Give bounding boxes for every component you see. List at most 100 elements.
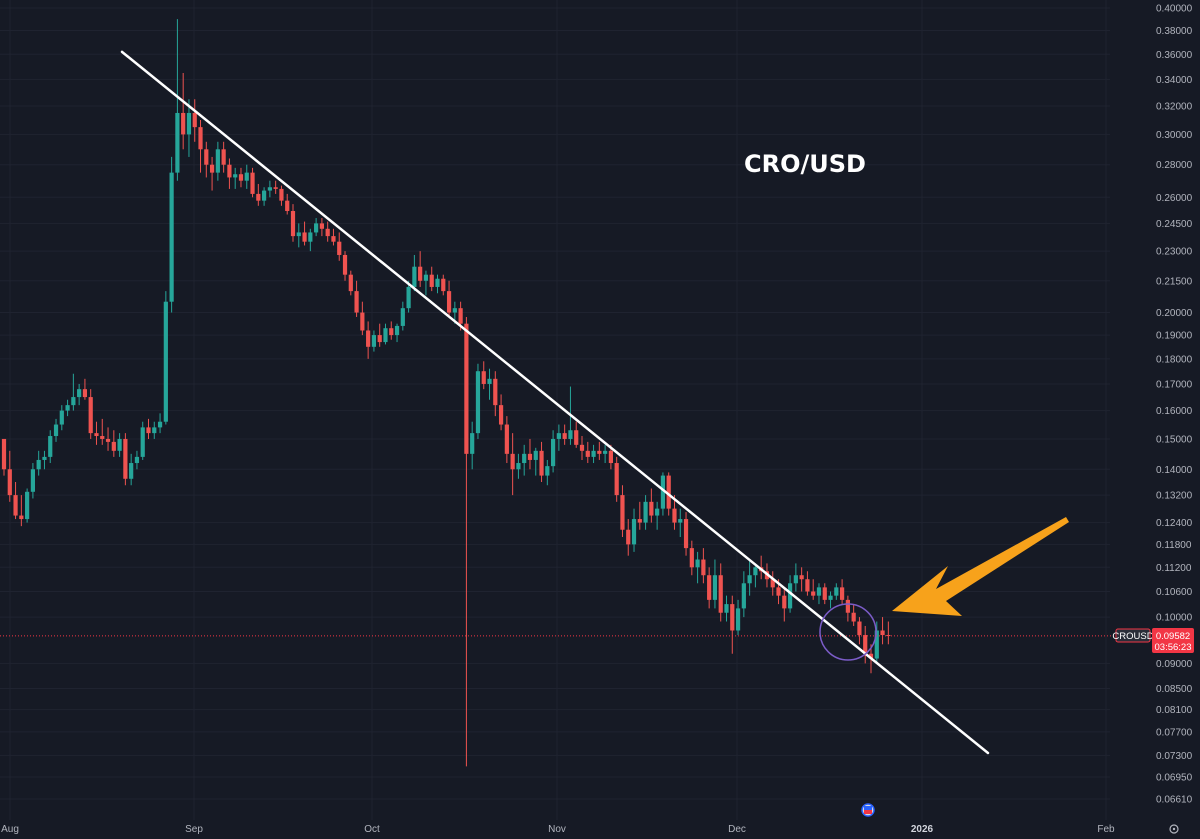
event-flag-icon[interactable] xyxy=(861,803,875,817)
candle[interactable] xyxy=(863,625,868,664)
candle[interactable] xyxy=(556,424,561,451)
candle[interactable] xyxy=(238,167,244,188)
candle[interactable] xyxy=(290,204,296,242)
candle[interactable] xyxy=(649,488,654,523)
candle[interactable] xyxy=(100,418,105,445)
candle[interactable] xyxy=(140,421,145,460)
candle[interactable] xyxy=(683,512,689,556)
candle[interactable] xyxy=(435,274,440,294)
candle[interactable] xyxy=(874,621,879,664)
candle[interactable] xyxy=(360,301,365,336)
candle[interactable] xyxy=(816,583,822,605)
candle[interactable] xyxy=(7,450,12,502)
candle[interactable] xyxy=(585,441,590,464)
candle[interactable] xyxy=(730,595,735,654)
candle[interactable] xyxy=(724,595,729,622)
candle[interactable] xyxy=(227,158,232,189)
candle[interactable] xyxy=(25,488,30,523)
candle[interactable] xyxy=(94,421,99,445)
candle[interactable] xyxy=(487,368,492,400)
candle[interactable] xyxy=(614,456,619,502)
candle[interactable] xyxy=(319,218,324,237)
candle[interactable] xyxy=(551,430,556,473)
candle[interactable] xyxy=(377,323,382,347)
candle[interactable] xyxy=(481,361,486,390)
candle[interactable] xyxy=(406,280,411,313)
candle[interactable] xyxy=(539,441,544,482)
candle[interactable] xyxy=(880,617,885,645)
candle[interactable] xyxy=(348,270,353,296)
candle[interactable] xyxy=(111,430,116,457)
candle[interactable] xyxy=(626,519,631,556)
candle[interactable] xyxy=(279,185,284,206)
candle[interactable] xyxy=(394,323,400,343)
candle[interactable] xyxy=(441,274,446,296)
candle[interactable] xyxy=(256,183,261,206)
candle[interactable] xyxy=(782,587,787,622)
candle[interactable] xyxy=(672,495,677,530)
candle[interactable] xyxy=(545,459,550,486)
candle[interactable] xyxy=(695,551,700,584)
candle[interactable] xyxy=(597,441,602,460)
candle[interactable] xyxy=(13,481,18,520)
candle[interactable] xyxy=(383,323,388,345)
candle[interactable] xyxy=(718,563,723,622)
candle[interactable] xyxy=(574,421,579,448)
candle[interactable] xyxy=(840,579,845,605)
candle[interactable] xyxy=(354,280,359,317)
candle[interactable] xyxy=(88,389,93,439)
candle[interactable] xyxy=(747,559,752,596)
candle[interactable] xyxy=(845,595,850,622)
candle[interactable] xyxy=(498,394,504,431)
candle[interactable] xyxy=(244,164,249,189)
candle[interactable] xyxy=(285,193,290,215)
candle[interactable] xyxy=(192,99,197,142)
candle[interactable] xyxy=(603,444,608,464)
candle[interactable] xyxy=(123,433,128,486)
candle[interactable] xyxy=(389,321,394,340)
candle[interactable] xyxy=(366,321,371,359)
candle[interactable] xyxy=(331,228,336,246)
candle[interactable] xyxy=(429,266,434,292)
candle[interactable] xyxy=(643,495,648,530)
candle[interactable] xyxy=(296,223,301,248)
trendline[interactable] xyxy=(120,50,990,755)
candle[interactable] xyxy=(215,141,220,181)
candle[interactable] xyxy=(701,548,706,584)
candle[interactable] xyxy=(741,571,746,618)
candle[interactable] xyxy=(267,180,272,198)
candle[interactable] xyxy=(186,99,192,157)
candle[interactable] xyxy=(707,567,712,609)
candle[interactable] xyxy=(805,571,810,596)
candle[interactable] xyxy=(527,438,533,470)
candle[interactable] xyxy=(475,363,481,439)
candle[interactable] xyxy=(337,232,342,261)
candle[interactable] xyxy=(342,251,348,281)
candle[interactable] xyxy=(105,427,111,451)
candle[interactable] xyxy=(308,228,313,252)
candle[interactable] xyxy=(169,156,174,313)
candle[interactable] xyxy=(522,444,527,476)
candle[interactable] xyxy=(209,156,215,191)
candle[interactable] xyxy=(655,501,660,530)
candle[interactable] xyxy=(48,430,53,464)
candle[interactable] xyxy=(678,508,683,537)
candle[interactable] xyxy=(770,571,775,596)
candle[interactable] xyxy=(753,563,758,588)
candle[interactable] xyxy=(273,180,278,194)
price-axis[interactable]: 0.40000 0.38000 0.36000 0.34000 0.32000 0.300… xyxy=(1156,4,1193,806)
candle[interactable] xyxy=(59,405,64,431)
candle[interactable] xyxy=(418,251,423,287)
settings-icon[interactable] xyxy=(1169,824,1179,834)
candle[interactable] xyxy=(30,463,35,499)
candle[interactable] xyxy=(262,187,267,206)
candle[interactable] xyxy=(446,280,452,317)
candle[interactable] xyxy=(1,438,7,476)
candle[interactable] xyxy=(579,436,585,460)
time-axis[interactable]: Aug Sep Oct Nov Dec 2026 Feb xyxy=(1,824,1115,835)
candle[interactable] xyxy=(163,291,168,425)
candle[interactable] xyxy=(799,567,804,592)
candle[interactable] xyxy=(834,583,839,600)
candle[interactable] xyxy=(412,254,417,292)
candle[interactable] xyxy=(233,167,238,189)
